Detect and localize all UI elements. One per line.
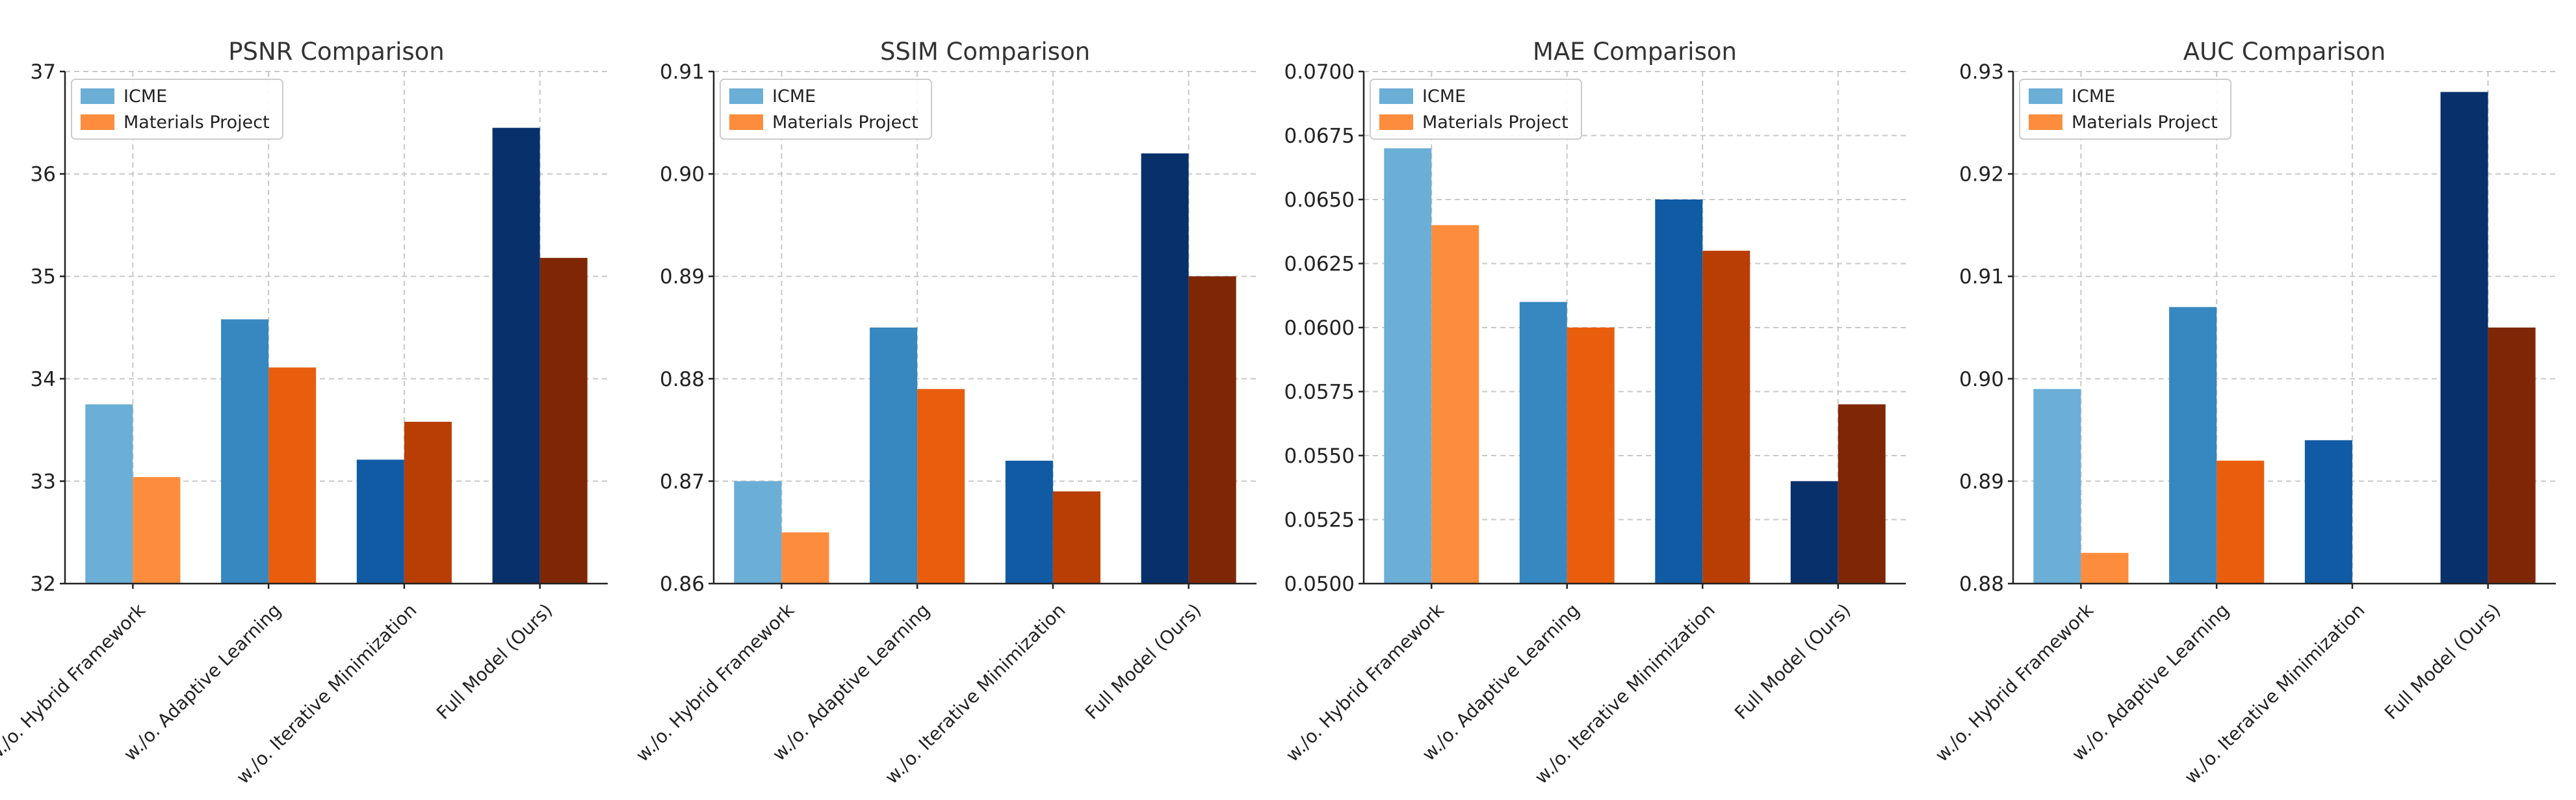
- x-tick-label: w./o. Adaptive Learning: [2068, 599, 2233, 765]
- legend: [1370, 79, 1582, 140]
- legend-swatch: [1379, 88, 1413, 104]
- bar-materials-project-2: [268, 367, 317, 584]
- bar-icme-1: [734, 481, 782, 584]
- bar-icme-2: [2169, 307, 2217, 584]
- legend: [71, 79, 283, 140]
- y-tick-label: 0.0600: [1284, 316, 1355, 340]
- bar-materials-project-1: [2081, 552, 2129, 584]
- legend-swatch: [81, 114, 114, 130]
- bar-icme-1: [85, 404, 133, 584]
- x-tick-label: w./o. Hybrid Framework: [1282, 599, 1449, 766]
- bar-materials-project-3: [1702, 250, 1750, 584]
- y-tick-label: 33: [31, 470, 56, 493]
- bar-icme-4: [1790, 481, 1838, 584]
- x-tick-label: w./o. Adaptive Learning: [120, 599, 285, 765]
- y-tick-label: 32: [31, 573, 56, 596]
- legend: [720, 79, 932, 140]
- bar-icme-3: [1655, 200, 1703, 584]
- y-tick-label: 0.0700: [1284, 60, 1355, 84]
- x-tick-label: w./o. Hybrid Framework: [1931, 599, 2098, 766]
- legend: [2019, 79, 2231, 140]
- bar-materials-project-2: [2217, 460, 2265, 584]
- y-tick-label: 0.87: [660, 470, 705, 493]
- bar-icme-3: [356, 459, 404, 584]
- y-tick-label: 0.0625: [1284, 253, 1355, 276]
- x-tick-label: Full Model (Ours): [1730, 599, 1854, 723]
- chart-title: MAE Comparison: [1533, 38, 1737, 66]
- bar-materials-project-1: [781, 532, 829, 584]
- y-tick-label: 37: [31, 60, 56, 84]
- legend-label: Materials Project: [2072, 112, 2218, 133]
- y-tick-label: 0.91: [660, 60, 705, 84]
- x-tick-label: Full Model (Ours): [432, 599, 556, 723]
- y-tick-label: 0.86: [660, 573, 705, 596]
- y-tick-label: 0.89: [1959, 470, 2004, 493]
- legend-swatch: [729, 88, 763, 104]
- y-tick-label: 0.0650: [1284, 188, 1355, 212]
- y-tick-label: 0.90: [1959, 368, 2004, 391]
- bar-materials-project-3: [404, 421, 452, 584]
- legend-label: ICME: [1422, 86, 1466, 107]
- legend-swatch: [2029, 114, 2062, 130]
- y-tick-label: 0.0525: [1284, 509, 1355, 532]
- bar-icme-3: [2304, 440, 2352, 584]
- bar-icme-4: [492, 127, 540, 584]
- y-tick-label: 0.92: [1959, 163, 2004, 187]
- y-tick-label: 0.90: [660, 163, 705, 187]
- x-tick-label: w./o. Adaptive Learning: [768, 599, 934, 765]
- chart-panel-1: 32 33 34 35 36 37 w./o. Hybrid Frameworkw./o. …: [0, 38, 608, 788]
- bar-icme-4: [2440, 92, 2488, 584]
- y-tick-label: 0.89: [660, 265, 705, 289]
- legend-label: ICME: [2072, 86, 2115, 107]
- bar-icme-3: [1005, 460, 1053, 584]
- bar-materials-project-4: [2488, 328, 2536, 584]
- bar-icme-1: [1384, 148, 1432, 584]
- y-tick-label: 0.91: [1959, 265, 2004, 289]
- bar-icme-4: [1141, 153, 1189, 584]
- x-tick-label: w./o. Hybrid Framework: [632, 599, 799, 766]
- legend-label: ICME: [124, 86, 167, 107]
- bar-icme-2: [870, 328, 918, 584]
- legend-swatch: [2029, 88, 2062, 104]
- bar-materials-project-4: [1188, 276, 1236, 584]
- legend-swatch: [729, 114, 763, 130]
- x-tick-label: Full Model (Ours): [1081, 599, 1205, 723]
- legend-label: Materials Project: [124, 112, 270, 133]
- legend-swatch: [1379, 114, 1413, 130]
- chart-title: AUC Comparison: [2183, 38, 2386, 66]
- bar-materials-project-1: [1431, 225, 1479, 584]
- bar-materials-project-3: [1052, 491, 1100, 584]
- bar-icme-1: [2033, 389, 2081, 584]
- bar-materials-project-2: [917, 389, 965, 584]
- chart-title: PSNR Comparison: [228, 38, 444, 66]
- legend-label: Materials Project: [772, 112, 918, 133]
- x-tick-label: Full Model (Ours): [2380, 599, 2504, 723]
- y-tick-label: 36: [31, 163, 56, 187]
- chart-panel-3: 0.0500 0.0525 0.0550 0.0575 0.0600 0.0625 0.06…: [1282, 38, 1906, 788]
- chart-panel-2: 0.86 0.87 0.88 0.89 0.90 0.91 w./o. Hybrid Fra…: [632, 38, 1256, 788]
- bar-materials-project-4: [540, 257, 588, 584]
- chart-panel-4: 0.88 0.89 0.90 0.91 0.92 0.93 w./o. Hybrid Fra…: [1931, 38, 2556, 788]
- y-tick-label: 0.0500: [1284, 573, 1355, 596]
- bar-materials-project-1: [133, 477, 181, 584]
- chart-title: SSIM Comparison: [880, 38, 1090, 66]
- bar-icme-2: [1519, 302, 1567, 584]
- y-tick-label: 0.0575: [1284, 381, 1355, 404]
- bar-materials-project-4: [1838, 404, 1886, 584]
- y-tick-label: 0.0550: [1284, 445, 1355, 468]
- x-tick-label: w./o. Hybrid Framework: [0, 599, 150, 766]
- y-tick-label: 34: [31, 368, 56, 391]
- bar-icme-2: [221, 319, 269, 584]
- legend-label: ICME: [772, 86, 816, 107]
- legend-swatch: [81, 88, 114, 104]
- y-tick-label: 0.93: [1959, 60, 2004, 84]
- y-tick-label: 0.0675: [1284, 125, 1355, 148]
- bar-materials-project-2: [1567, 328, 1615, 584]
- y-tick-label: 0.88: [660, 368, 705, 391]
- legend-label: Materials Project: [1422, 112, 1568, 133]
- x-tick-label: w./o. Adaptive Learning: [1418, 599, 1584, 765]
- y-tick-label: 0.88: [1959, 573, 2004, 596]
- y-tick-label: 35: [31, 265, 56, 289]
